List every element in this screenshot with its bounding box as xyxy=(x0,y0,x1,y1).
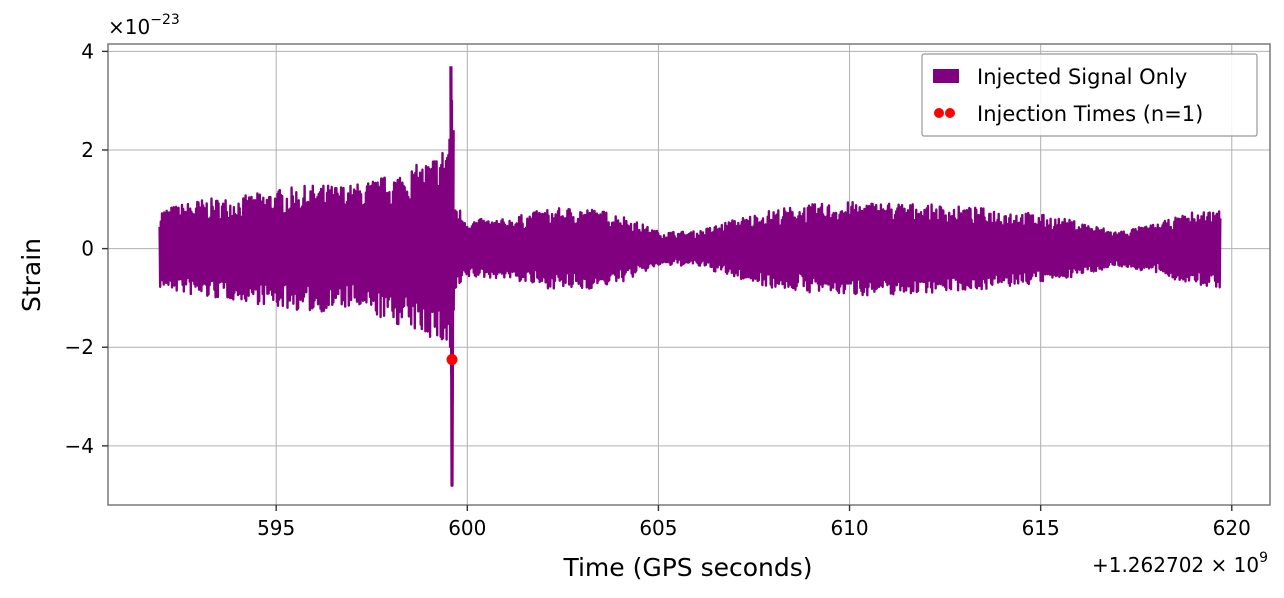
legend-injection-label: Injection Times (n=1) xyxy=(977,102,1203,126)
legend-signal-swatch xyxy=(933,69,959,83)
legend-injection-marker xyxy=(945,108,955,118)
plot-frame xyxy=(107,43,1271,506)
legend-injection-marker xyxy=(934,108,944,118)
y-axis-title: Strain xyxy=(17,238,46,312)
legend-box xyxy=(921,53,1258,137)
y-scale-exponent: −23 xyxy=(150,12,180,28)
y-tick-label: 4 xyxy=(81,39,94,63)
injected-signal-series xyxy=(158,66,1222,487)
axis-ticks: 595 600 605 610 615 620 −4 −2 0 2 4 xyxy=(65,39,1251,540)
legend-signal-label: Injected Signal Only xyxy=(977,65,1187,89)
x-offset-base: +1.262702 × 10 xyxy=(1092,553,1259,577)
y-scale-factor: ×10−23 xyxy=(108,12,180,39)
x-offset-label: +1.262702 × 109 xyxy=(1092,550,1268,577)
signal-line xyxy=(158,99,1222,403)
signal-spike xyxy=(449,66,455,487)
y-tick-label: −2 xyxy=(65,335,94,359)
injection-times-series xyxy=(446,354,458,366)
injection-point xyxy=(446,354,458,366)
legend: Injected Signal Only Injection Times (n=… xyxy=(921,53,1258,137)
x-tick-label: 615 xyxy=(1022,516,1060,540)
y-tick-label: 0 xyxy=(81,237,94,261)
x-tick-label: 600 xyxy=(448,516,486,540)
x-offset-exponent: 9 xyxy=(1259,550,1268,566)
x-axis-title: Time (GPS seconds) xyxy=(562,553,812,582)
y-tick-label: −4 xyxy=(65,434,94,458)
x-tick-label: 610 xyxy=(830,516,868,540)
y-scale-base: ×10 xyxy=(108,15,150,39)
y-tick-label: 2 xyxy=(81,138,94,162)
x-tick-label: 595 xyxy=(257,516,295,540)
x-tick-label: 605 xyxy=(639,516,677,540)
x-tick-label: 620 xyxy=(1213,516,1251,540)
